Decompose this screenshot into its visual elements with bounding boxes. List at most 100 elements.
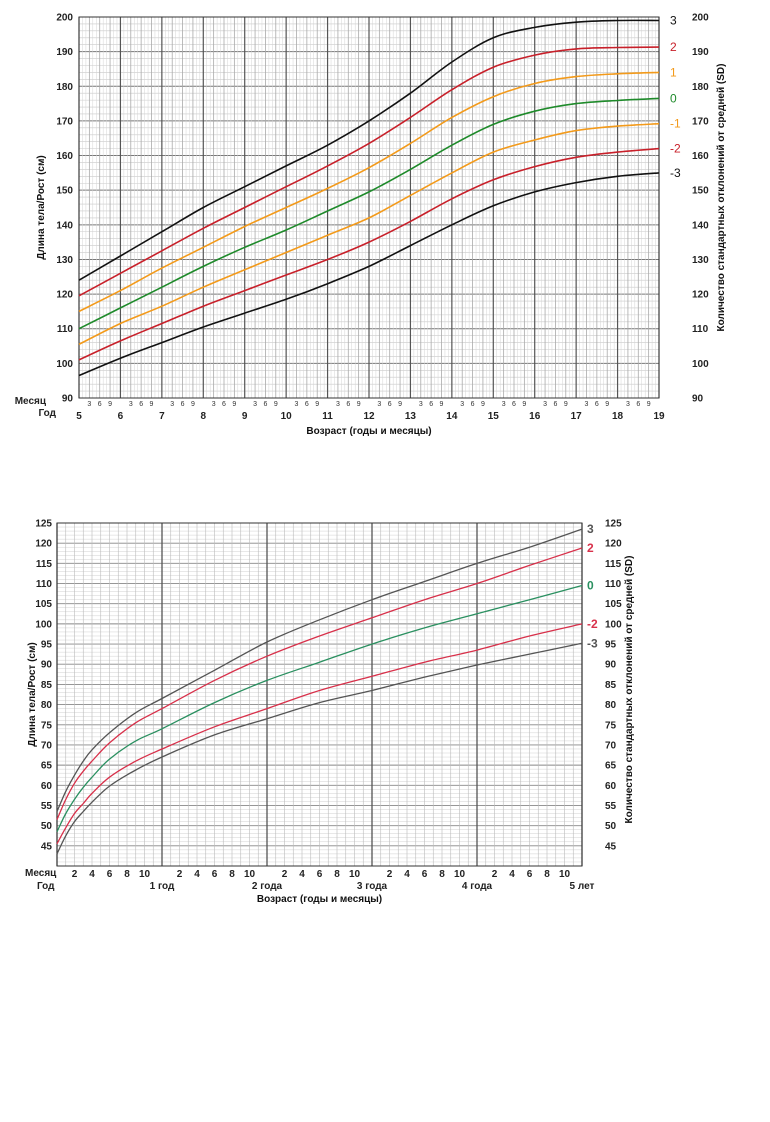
x-month-label: 10 [244, 869, 256, 880]
y-tick-label: 50 [41, 821, 53, 832]
x-month-label: 6 [595, 401, 599, 408]
x-month-label: 2 [72, 869, 78, 880]
y-tick-label: 100 [35, 619, 52, 630]
x-year-label: 19 [653, 411, 665, 422]
y-tick-label: 105 [35, 599, 52, 610]
x-month-label: 9 [150, 401, 154, 408]
x-month-label: 4 [509, 869, 515, 880]
y-tick-label-right: 110 [692, 324, 709, 335]
x-year-label: 18 [612, 411, 624, 422]
y-tick-label-right: 170 [692, 116, 709, 127]
y-tick-label: 200 [56, 13, 73, 24]
x-year-label: 6 [118, 411, 124, 422]
y-tick-label-right: 150 [692, 186, 709, 197]
x-month-label: 6 [527, 869, 533, 880]
x-month-label: 9 [647, 401, 651, 408]
x-month-label: 6 [636, 401, 640, 408]
y-tick-label-right: 95 [605, 640, 617, 651]
sd-label-0: 0 [670, 91, 677, 105]
x-month-label: 6 [139, 401, 143, 408]
x-month-label: 4 [89, 869, 95, 880]
y-tick-label: 45 [41, 841, 53, 852]
x-month-label: 6 [346, 401, 350, 408]
x-month-label: 9 [232, 401, 236, 408]
x-month-label: 10 [559, 869, 571, 880]
sd-label-0: 0 [587, 579, 594, 593]
x-month-label: 10 [349, 869, 361, 880]
sd-label-2: 2 [670, 40, 677, 54]
sd-label-1: 1 [670, 65, 677, 79]
y-tick-label-right: 180 [692, 82, 709, 93]
y-tick-label-right: 190 [692, 47, 709, 58]
y-tick-label-right: 75 [605, 720, 617, 731]
y-tick-label: 60 [41, 781, 53, 792]
y-tick-label: 125 [35, 519, 52, 530]
x-month-label: 3 [212, 401, 216, 408]
x-month-label: 2 [492, 869, 498, 880]
y-tick-label: 115 [36, 559, 53, 570]
sd-label--3: -3 [670, 166, 681, 180]
y-tick-label: 120 [35, 539, 52, 550]
y-tick-label: 180 [56, 82, 73, 93]
y-tick-label-right: 85 [605, 680, 617, 691]
x-month-label: 9 [108, 401, 112, 408]
y-tick-label: 90 [41, 660, 53, 671]
x-month-label: 6 [263, 401, 267, 408]
x-month-label: 6 [512, 401, 516, 408]
y-tick-label: 100 [56, 359, 73, 370]
x-month-label: 8 [439, 869, 445, 880]
x-month-label: 3 [377, 401, 381, 408]
x-year-label: 16 [529, 411, 541, 422]
y-tick-label: 140 [56, 220, 73, 231]
y-tick-label-right: 65 [605, 761, 617, 772]
x-month-label: 3 [585, 401, 589, 408]
sd-curve--1 [78, 122, 660, 346]
y-tick-label: 120 [56, 290, 73, 301]
x-year-label: 4 года [462, 881, 493, 892]
sd-curve-1 [78, 71, 660, 313]
y-tick-label-right: 120 [605, 539, 622, 550]
y-tick-label: 150 [56, 186, 73, 197]
x-year-label: 2 года [252, 881, 283, 892]
y-tick-label: 90 [62, 394, 74, 405]
y-tick-label-right: 70 [605, 740, 617, 751]
x-axis-title: Возраст (годы и месяцы) [306, 426, 431, 437]
row-label-year: Год [37, 881, 55, 892]
y-tick-label: 160 [56, 151, 73, 162]
x-month-label: 6 [181, 401, 185, 408]
x-month-label: 8 [229, 869, 235, 880]
y-axis-title: Длина тела/Рост (см) [36, 155, 47, 259]
x-month-label: 3 [170, 401, 174, 408]
x-year-label: 14 [446, 411, 458, 422]
x-month-label: 8 [544, 869, 550, 880]
x-year-label: 1 год [150, 881, 175, 892]
plot-frame [56, 522, 583, 867]
y-tick-label: 80 [41, 700, 53, 711]
y-tick-label: 70 [41, 740, 53, 751]
x-month-label: 9 [564, 401, 568, 408]
row-label-year: Год [39, 408, 57, 419]
x-month-label: 4 [404, 869, 410, 880]
sd-curve--2 [78, 147, 660, 361]
x-month-label: 6 [317, 869, 323, 880]
x-year-label: 5 [76, 411, 82, 422]
x-month-label: 9 [398, 401, 402, 408]
x-year-label: 10 [281, 411, 293, 422]
y-tick-label-right: 100 [692, 359, 709, 370]
y-tick-label-right: 125 [605, 519, 622, 530]
y-axis-title: Длина тела/Рост (см) [27, 642, 38, 746]
x-month-label: 6 [107, 869, 113, 880]
x-year-label: 8 [201, 411, 207, 422]
sd-curve-3 [56, 528, 583, 812]
x-month-label: 6 [471, 401, 475, 408]
x-month-label: 3 [626, 401, 630, 408]
x-month-label: 3 [543, 401, 547, 408]
x-month-label: 9 [481, 401, 485, 408]
y-tick-label: 110 [36, 579, 53, 590]
y-axis-title-right: Количество стандартных отклонений от сре… [716, 64, 727, 332]
y-tick-label-right: 60 [605, 781, 617, 792]
y-tick-label: 190 [56, 47, 73, 58]
sd-label-3: 3 [587, 522, 594, 536]
y-tick-label-right: 45 [605, 841, 617, 852]
sd-label--2: -2 [670, 142, 681, 156]
